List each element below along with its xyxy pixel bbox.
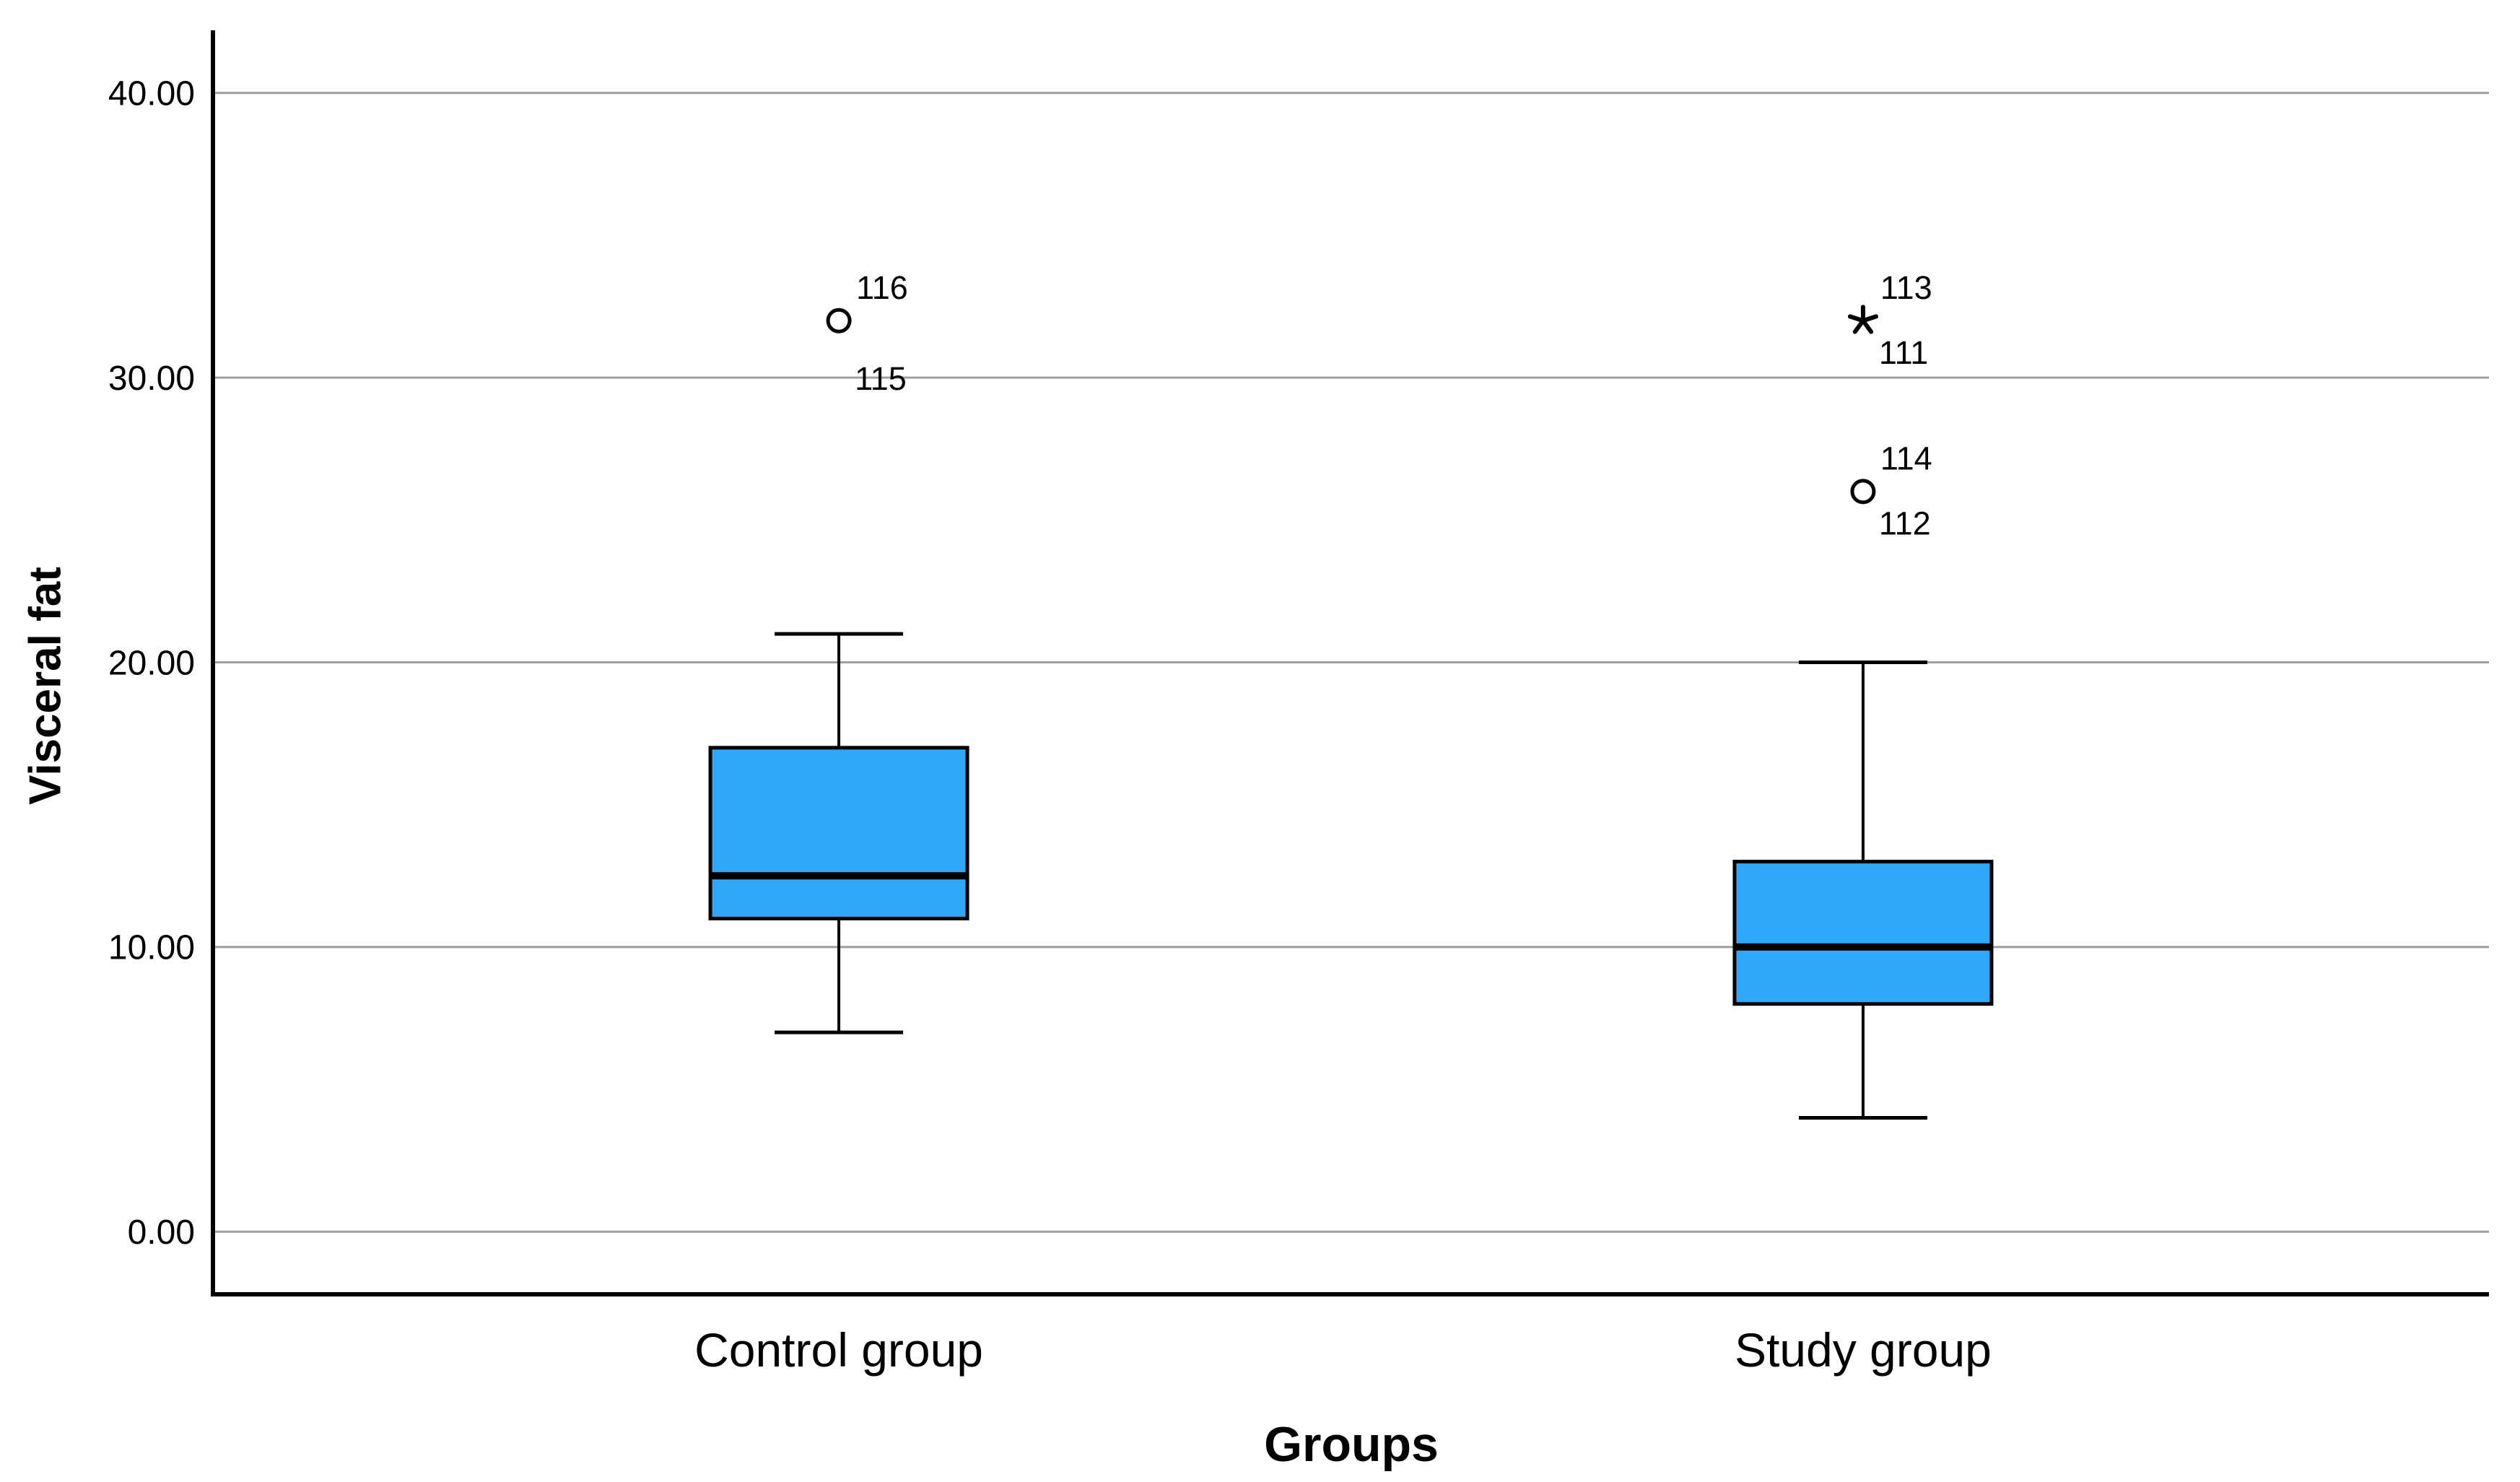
extreme-star-marker xyxy=(1847,314,1865,323)
outliers: 116 115 113 111 114 112 xyxy=(826,269,1932,542)
outlier-circle-marker xyxy=(1850,479,1876,505)
boxes xyxy=(708,632,1994,1120)
x-axis-title: Groups xyxy=(1264,1417,1439,1472)
extreme-star-marker xyxy=(1852,318,1865,334)
y-tick-label: 10.00 xyxy=(108,929,195,967)
y-tick-label: 40.00 xyxy=(108,75,195,113)
y-tick-label: 0.00 xyxy=(128,1213,195,1252)
y-axis-tick-labels: 0.00 10.00 20.00 30.00 40.00 xyxy=(108,75,195,1252)
iqr-box xyxy=(708,746,969,920)
outlier-label-above: 116 xyxy=(856,269,908,306)
extreme-star-marker xyxy=(1860,314,1878,323)
category-label: Study group xyxy=(1735,1323,1992,1377)
extreme-star-marker xyxy=(1860,318,1874,334)
y-tick-label: 30.00 xyxy=(108,359,195,398)
category-labels: Control group Study group xyxy=(694,1323,1992,1377)
outlier-label-above: 113 xyxy=(1880,269,1932,306)
outlier-label-below: 111 xyxy=(1879,334,1928,371)
y-axis-title: Visceral fat xyxy=(21,567,71,805)
outlier-label-below: 112 xyxy=(1879,505,1931,542)
outlier-label-above: 114 xyxy=(1880,440,1932,477)
iqr-box xyxy=(1732,860,1994,1006)
y-tick-label: 20.00 xyxy=(108,644,195,682)
category-label: Control group xyxy=(694,1323,983,1377)
outlier-label-below: 115 xyxy=(855,360,907,397)
gridlines xyxy=(213,92,2489,1233)
outlier-circle-marker xyxy=(826,308,852,334)
